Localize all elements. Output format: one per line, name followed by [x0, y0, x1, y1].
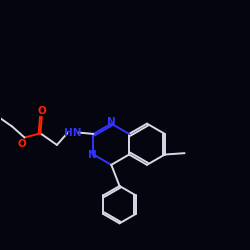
Text: HN: HN [64, 128, 82, 138]
Text: N: N [88, 150, 96, 160]
Text: O: O [38, 106, 46, 116]
Text: N: N [107, 117, 116, 127]
Text: O: O [18, 138, 26, 148]
